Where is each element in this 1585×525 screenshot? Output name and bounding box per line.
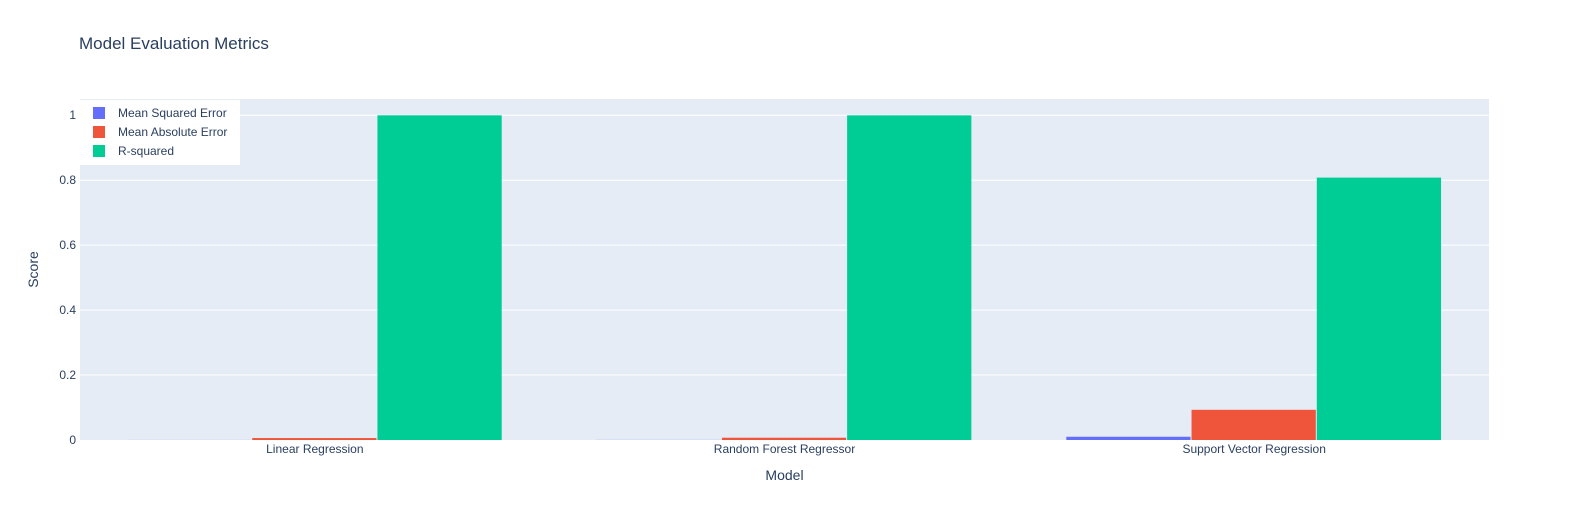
y-tick-label: 0.2 [59,368,76,382]
legend-item[interactable]: Mean Absolute Error [93,125,227,139]
legend-item[interactable]: R-squared [93,144,174,158]
bar-r-squared-0[interactable] [377,115,502,441]
x-tick-label: Random Forest Regressor [714,442,855,456]
y-axis-ticks: 0 0.2 0.4 0.6 0.8 1 [59,108,76,447]
bar-mean-squared-error-2[interactable] [1066,436,1191,440]
chart-title: Model Evaluation Metrics [79,34,269,53]
y-tick-label: 0.8 [59,173,76,187]
legend-swatch [93,145,105,157]
y-axis-title: Score [25,251,41,288]
legend-background [80,100,240,165]
legend-swatch [93,107,105,119]
bar-r-squared-1[interactable] [847,115,972,441]
y-tick-label: 1 [69,108,76,122]
gridlines [80,114,1489,376]
y-tick-label: 0.6 [59,238,76,252]
legend-label: R-squared [118,144,174,158]
plot-area [80,99,1489,440]
legend-label: Mean Squared Error [118,106,227,120]
bar-mean-absolute-error-2[interactable] [1191,409,1316,440]
x-axis-ticks: Linear Regression Random Forest Regressor… [266,442,1326,456]
bar-mean-absolute-error-1[interactable] [721,437,847,440]
x-tick-label: Support Vector Regression [1182,442,1325,456]
legend-item[interactable]: Mean Squared Error [93,106,227,120]
x-tick-label: Linear Regression [266,442,363,456]
legend[interactable]: Mean Squared Error Mean Absolute Error R-s… [80,100,240,165]
legend-label: Mean Absolute Error [118,125,227,139]
x-axis-title: Model [765,467,803,483]
y-tick-label: 0 [69,433,76,447]
y-tick-label: 0.4 [59,303,76,317]
bars [126,115,1442,441]
legend-swatch [93,126,105,138]
bar-mean-absolute-error-0[interactable] [252,438,377,440]
bar-r-squared-2[interactable] [1316,177,1442,440]
